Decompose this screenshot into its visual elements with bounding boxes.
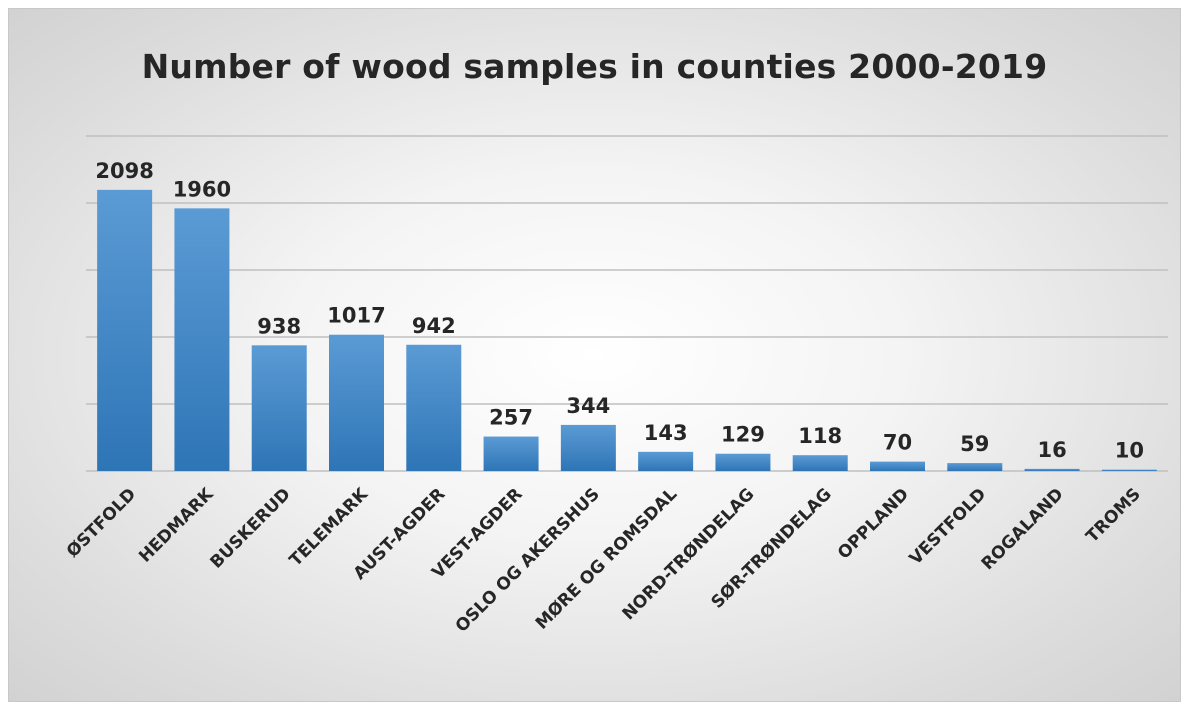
x-tick-label: OSLO OG AKERSHUS [452, 484, 604, 636]
data-label: 2098 [95, 159, 153, 183]
x-tick-label: BUSKERUD [206, 484, 294, 572]
bar [870, 461, 925, 471]
x-tick-label: NORD-TRØNDELAG [619, 484, 759, 624]
data-label: 143 [644, 421, 688, 445]
data-label: 938 [257, 314, 301, 338]
data-label: 16 [1037, 438, 1066, 462]
bar [1101, 469, 1157, 471]
bar [174, 208, 230, 472]
bar [1024, 468, 1080, 471]
x-tick-label: ROGALAND [978, 484, 1068, 574]
data-label: 118 [798, 424, 842, 448]
x-tick-label: HEDMARK [135, 484, 218, 567]
data-label: 1017 [327, 304, 385, 328]
data-label: 344 [566, 394, 610, 418]
bar [329, 334, 384, 471]
data-label: 10 [1115, 439, 1144, 463]
bar [406, 344, 462, 471]
data-label: 257 [489, 406, 533, 430]
bar [483, 436, 539, 471]
bar [792, 455, 848, 471]
bar [947, 463, 1003, 471]
x-tick-label: VESTFOLD [906, 484, 991, 569]
chart-title: Number of wood samples in counties 2000-… [141, 47, 1048, 86]
bar [251, 345, 307, 471]
x-tick-label: TROMS [1082, 484, 1144, 546]
x-tick-label: ØSTFOLD [63, 484, 140, 561]
bar [638, 451, 694, 471]
data-label: 59 [960, 432, 989, 456]
bar [560, 424, 616, 471]
x-tick-label: OPPLAND [834, 484, 913, 563]
x-tick-label: TELEMARK [286, 484, 373, 571]
data-label: 942 [412, 314, 456, 338]
data-label: 1960 [173, 177, 231, 201]
data-label: 70 [883, 431, 912, 455]
bar [715, 453, 771, 471]
data-label: 129 [721, 423, 765, 447]
x-tick-label: MØRE OG ROMSDAL [532, 484, 681, 633]
bar [97, 189, 153, 472]
